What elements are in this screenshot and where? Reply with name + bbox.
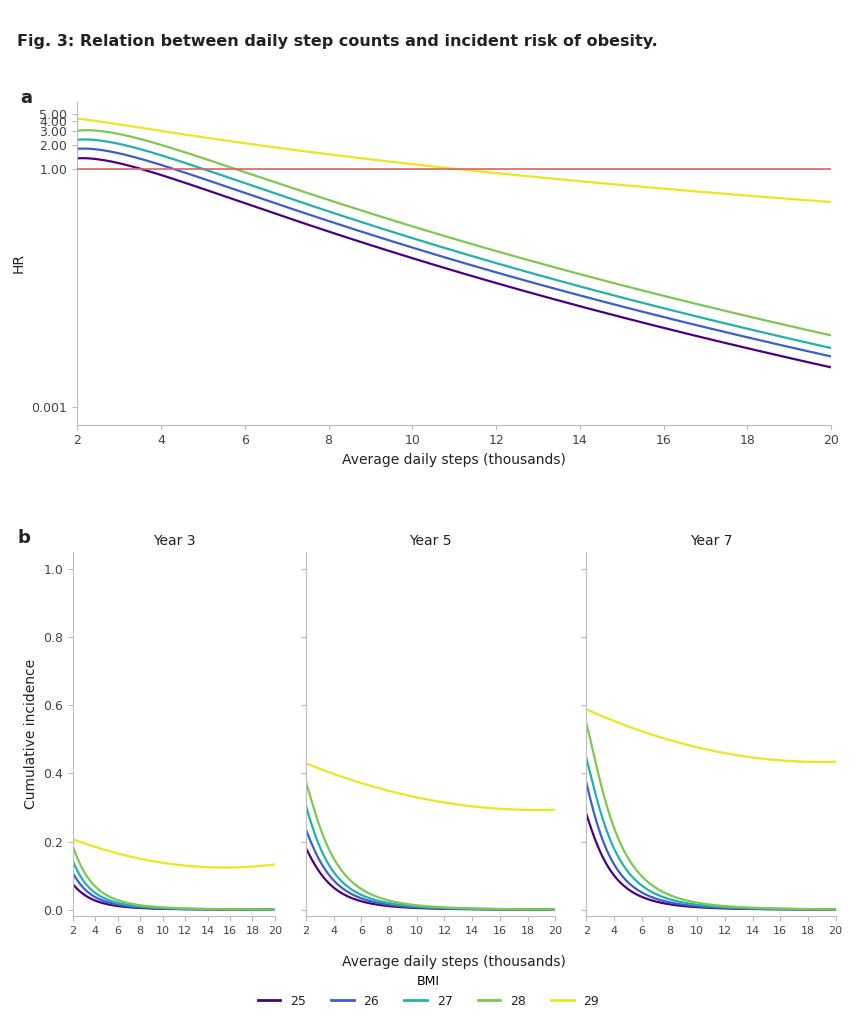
- Text: a: a: [21, 89, 33, 108]
- Title: Year 7: Year 7: [690, 535, 732, 548]
- Text: Average daily steps (thousands): Average daily steps (thousands): [342, 954, 566, 969]
- Y-axis label: HR: HR: [12, 253, 26, 273]
- X-axis label: Average daily steps (thousands): Average daily steps (thousands): [342, 453, 566, 467]
- Legend: 25, 26, 27, 28, 29: 25, 26, 27, 28, 29: [253, 971, 604, 1013]
- Text: Fig. 3: Relation between daily step counts and incident risk of obesity.: Fig. 3: Relation between daily step coun…: [17, 34, 658, 49]
- Text: b: b: [17, 528, 30, 547]
- Title: Year 3: Year 3: [153, 535, 195, 548]
- Title: Year 5: Year 5: [410, 535, 452, 548]
- Y-axis label: Cumulative incidence: Cumulative incidence: [23, 659, 38, 809]
